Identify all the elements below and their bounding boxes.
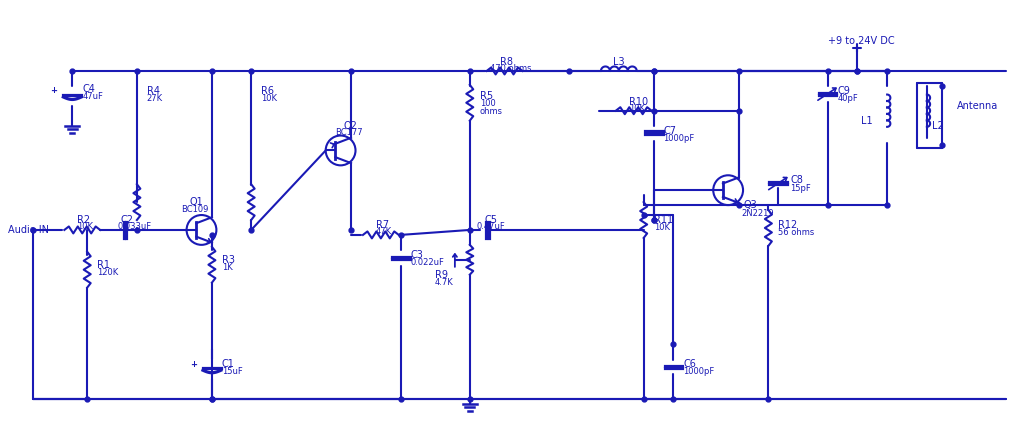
Text: L3: L3 xyxy=(613,57,625,67)
Text: 1000pF: 1000pF xyxy=(664,134,695,143)
Text: 56 ohms: 56 ohms xyxy=(778,228,815,238)
Text: R6: R6 xyxy=(261,86,274,96)
Text: 47K: 47K xyxy=(376,227,392,236)
Text: 10K: 10K xyxy=(77,223,94,231)
Text: Q2: Q2 xyxy=(344,121,357,131)
Text: C1: C1 xyxy=(222,359,235,369)
Text: R2: R2 xyxy=(77,215,91,225)
Text: 10K: 10K xyxy=(653,224,670,232)
Text: C3: C3 xyxy=(411,250,424,260)
Text: R12: R12 xyxy=(778,220,797,230)
Text: +9 to 24V DC: +9 to 24V DC xyxy=(827,36,894,46)
Text: 1K: 1K xyxy=(222,263,233,272)
Text: R3: R3 xyxy=(222,255,235,265)
Text: Antenna: Antenna xyxy=(957,101,998,111)
Text: C8: C8 xyxy=(790,175,803,185)
Text: R11: R11 xyxy=(653,215,673,225)
Text: 47uF: 47uF xyxy=(82,92,103,101)
Text: R5: R5 xyxy=(480,91,493,101)
Text: BC177: BC177 xyxy=(334,128,362,137)
Text: R1: R1 xyxy=(97,260,110,270)
Text: 0.022uF: 0.022uF xyxy=(411,258,445,267)
Text: Q3: Q3 xyxy=(743,200,756,210)
Text: 1000pF: 1000pF xyxy=(683,367,715,376)
Text: C4: C4 xyxy=(82,84,95,94)
Text: 2N2219: 2N2219 xyxy=(741,209,774,217)
Text: 40pF: 40pF xyxy=(838,94,858,103)
Text: Audio IN: Audio IN xyxy=(8,225,48,235)
Text: +: + xyxy=(190,359,197,369)
Text: R9: R9 xyxy=(435,270,448,280)
Text: 27K: 27K xyxy=(147,94,163,103)
Text: 470 ohms: 470 ohms xyxy=(490,64,531,73)
Text: L2: L2 xyxy=(932,121,944,131)
Text: L1: L1 xyxy=(860,116,873,126)
Text: 10K: 10K xyxy=(629,104,645,113)
Text: 120K: 120K xyxy=(97,268,118,277)
Text: R4: R4 xyxy=(147,86,159,96)
Text: C2: C2 xyxy=(120,215,133,225)
Text: 0.033uF: 0.033uF xyxy=(117,223,151,231)
Text: 0.47uF: 0.47uF xyxy=(476,223,505,231)
Text: R10: R10 xyxy=(629,97,648,107)
Text: C9: C9 xyxy=(838,86,850,96)
Text: 15uF: 15uF xyxy=(222,367,243,376)
Text: ohms: ohms xyxy=(480,107,503,116)
Text: 10K: 10K xyxy=(261,94,277,103)
Text: Q1: Q1 xyxy=(189,197,204,207)
Text: C6: C6 xyxy=(683,359,697,369)
Text: C7: C7 xyxy=(664,125,676,136)
Text: 4.7K: 4.7K xyxy=(435,278,454,287)
Text: +: + xyxy=(50,86,58,95)
Text: R7: R7 xyxy=(376,220,389,230)
Text: C5: C5 xyxy=(485,215,498,225)
Text: BC109: BC109 xyxy=(181,205,208,213)
Text: 100: 100 xyxy=(480,99,496,108)
Text: R8: R8 xyxy=(500,57,512,67)
Text: 15pF: 15pF xyxy=(790,184,811,193)
